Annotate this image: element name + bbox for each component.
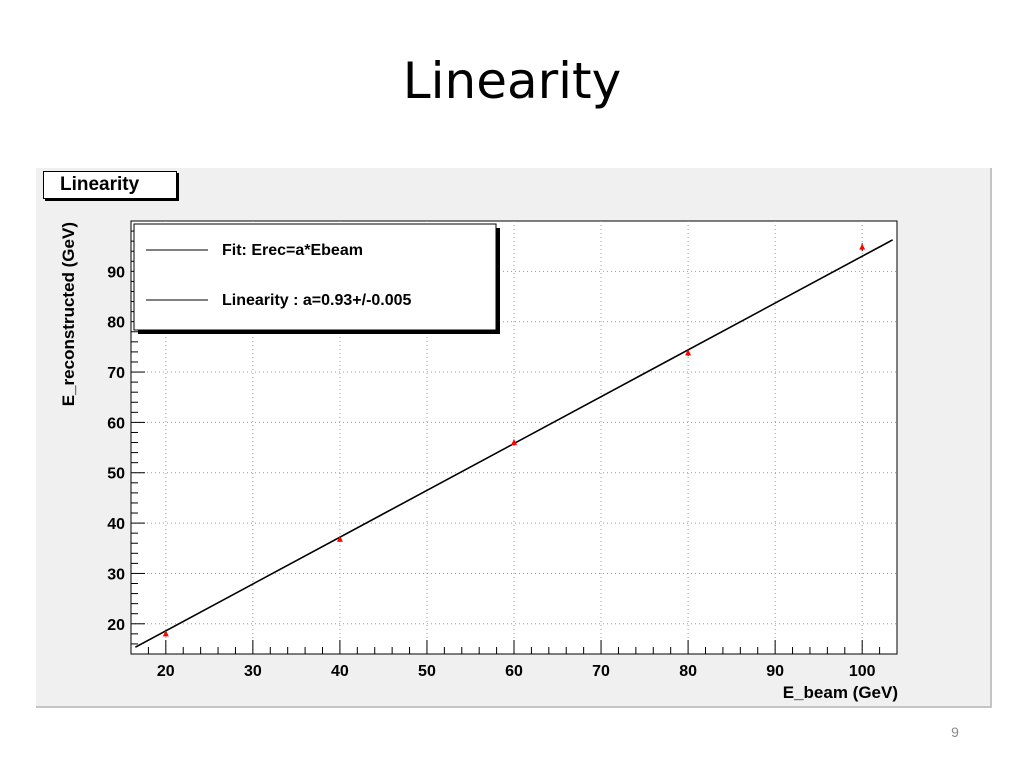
x-tick-label: 80	[679, 663, 697, 680]
x-tick-label: 40	[331, 663, 349, 680]
x-tick-label: 90	[766, 663, 784, 680]
y-tick-label: 60	[107, 415, 125, 432]
legend-entry-linearity: Linearity : a=0.93+/-0.005	[222, 292, 412, 309]
y-tick-label: 40	[107, 516, 125, 533]
data-point	[511, 439, 517, 446]
data-point	[859, 243, 866, 250]
y-axis-title: E_reconstructed (GeV)	[59, 222, 78, 406]
axis-ticks	[130, 220, 898, 655]
legend-box	[133, 223, 497, 331]
y-tick-label: 80	[107, 315, 125, 332]
y-tick-label: 50	[107, 466, 125, 483]
x-tick-label: 30	[244, 663, 262, 680]
y-tick-label: 90	[107, 264, 125, 281]
y-tick-label: 70	[107, 365, 125, 382]
x-tick-label: 100	[849, 663, 876, 680]
data-point	[336, 535, 343, 542]
y-tick-labels: 20 30 40 50 60 70 80 90	[107, 264, 125, 633]
data-point	[162, 630, 169, 637]
x-tick-label: 70	[592, 663, 610, 680]
y-tick-label: 20	[107, 617, 125, 634]
data-point	[685, 349, 692, 356]
slide-number: 9	[951, 724, 959, 740]
plot-title-box: Linearity	[43, 171, 177, 199]
x-tick-label: 50	[418, 663, 436, 680]
data-points	[162, 243, 866, 637]
legend: Fit: Erec=a*Ebeam Linearity : a=0.93+/-0…	[133, 223, 500, 334]
x-tick-label: 20	[157, 663, 175, 680]
slide-title: Linearity	[402, 52, 622, 110]
legend-entry-fit: Fit: Erec=a*Ebeam	[222, 242, 363, 259]
x-tick-label: 60	[505, 663, 523, 680]
x-axis-title: E_beam (GeV)	[783, 683, 898, 702]
x-tick-labels: 20 30 40 50 60 70 80 90 100	[157, 663, 876, 680]
y-tick-label: 30	[107, 566, 125, 583]
